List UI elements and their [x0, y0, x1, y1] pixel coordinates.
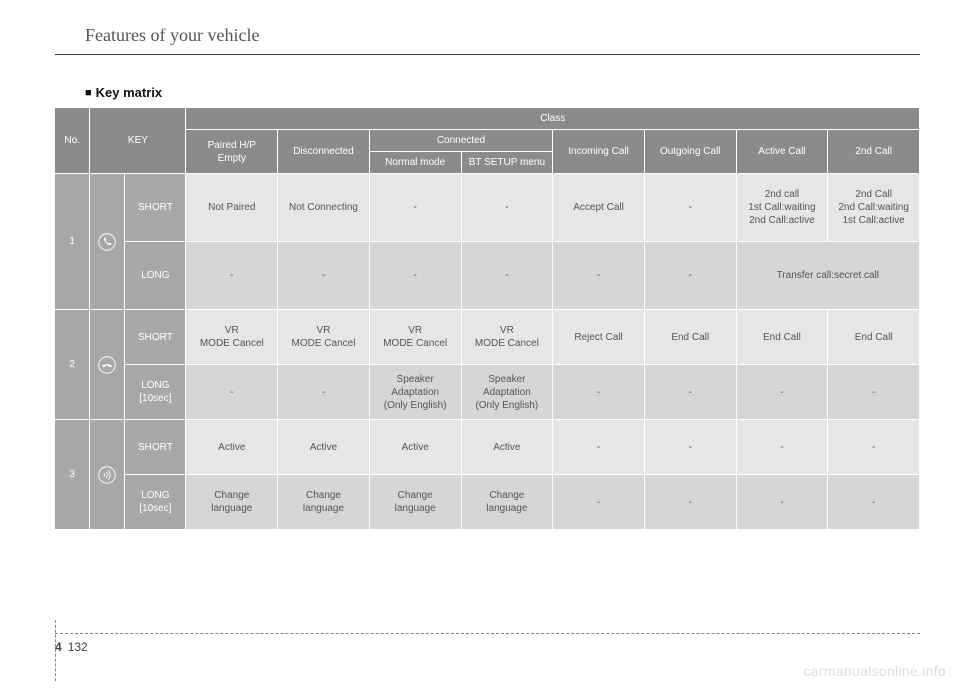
- chapter-number: 4: [55, 640, 62, 654]
- th-normal: Normal mode: [369, 152, 461, 174]
- matrix-cell: -: [369, 242, 461, 310]
- press-type-label: SHORT: [125, 420, 186, 475]
- page-header-title: Features of your vehicle: [85, 25, 920, 46]
- header-rule: [55, 54, 920, 55]
- press-type-label: LONG[10sec]: [125, 365, 186, 420]
- matrix-cell: -: [186, 365, 278, 420]
- th-btsetup: BT SETUP menu: [461, 152, 553, 174]
- matrix-cell: -: [186, 242, 278, 310]
- matrix-cell: End Call: [644, 310, 736, 365]
- hangup-icon: [90, 310, 125, 420]
- th-second: 2nd Call: [828, 130, 920, 174]
- matrix-cell: -: [644, 174, 736, 242]
- footer-rule: [55, 633, 920, 634]
- th-incoming: Incoming Call: [553, 130, 645, 174]
- watermark: carmanualsonline.info: [804, 663, 947, 679]
- matrix-cell: -: [278, 242, 370, 310]
- binding-dots: [55, 620, 56, 681]
- matrix-cell: -: [736, 365, 828, 420]
- th-no: No.: [55, 108, 90, 174]
- matrix-cell: Accept Call: [553, 174, 645, 242]
- matrix-cell: Active: [186, 420, 278, 475]
- th-class: Class: [186, 108, 920, 130]
- matrix-cell: Transfer call:secret call: [736, 242, 919, 310]
- th-key: KEY: [90, 108, 186, 174]
- matrix-cell: -: [461, 174, 553, 242]
- voice-icon: [90, 420, 125, 530]
- matrix-cell: VRMODE Cancel: [369, 310, 461, 365]
- matrix-cell: Not Paired: [186, 174, 278, 242]
- matrix-cell: Changelanguage: [186, 475, 278, 530]
- matrix-cell: End Call: [828, 310, 920, 365]
- matrix-cell: -: [644, 420, 736, 475]
- matrix-cell: Not Connecting: [278, 174, 370, 242]
- th-outgoing: Outgoing Call: [644, 130, 736, 174]
- matrix-cell: Changelanguage: [369, 475, 461, 530]
- subheading-marker: ■: [85, 87, 92, 99]
- matrix-cell: End Call: [736, 310, 828, 365]
- matrix-cell: -: [369, 174, 461, 242]
- page-number: 4 132: [55, 640, 920, 654]
- matrix-cell: Changelanguage: [278, 475, 370, 530]
- key-matrix-table: No. KEY Class Paired H/PEmpty Disconnect…: [55, 108, 920, 530]
- press-type-label: SHORT: [125, 174, 186, 242]
- matrix-cell: VRMODE Cancel: [461, 310, 553, 365]
- matrix-cell: Reject Call: [553, 310, 645, 365]
- th-active: Active Call: [736, 130, 828, 174]
- press-type-label: LONG[10sec]: [125, 475, 186, 530]
- matrix-cell: -: [644, 365, 736, 420]
- page-footer: 4 132: [55, 633, 920, 654]
- matrix-cell: VRMODE Cancel: [186, 310, 278, 365]
- matrix-cell: -: [828, 475, 920, 530]
- subheading-text: Key matrix: [96, 85, 162, 100]
- matrix-cell: 2nd call1st Call:waiting2nd Call:active: [736, 174, 828, 242]
- matrix-cell: 2nd Call2nd Call:waiting1st Call:active: [828, 174, 920, 242]
- matrix-cell: -: [278, 365, 370, 420]
- row-no: 2: [55, 310, 90, 420]
- matrix-cell: -: [553, 475, 645, 530]
- matrix-cell: Active: [461, 420, 553, 475]
- th-paired: Paired H/PEmpty: [186, 130, 278, 174]
- row-no: 3: [55, 420, 90, 530]
- matrix-cell: -: [828, 365, 920, 420]
- matrix-cell: -: [644, 475, 736, 530]
- matrix-cell: -: [736, 475, 828, 530]
- matrix-cell: VRMODE Cancel: [278, 310, 370, 365]
- matrix-cell: Changelanguage: [461, 475, 553, 530]
- matrix-cell: SpeakerAdaptation(Only English): [369, 365, 461, 420]
- press-type-label: SHORT: [125, 310, 186, 365]
- th-connected: Connected: [369, 130, 552, 152]
- matrix-cell: Active: [369, 420, 461, 475]
- press-type-label: LONG: [125, 242, 186, 310]
- page-number-value: 132: [68, 640, 88, 654]
- matrix-cell: Active: [278, 420, 370, 475]
- matrix-cell: -: [828, 420, 920, 475]
- matrix-cell: SpeakerAdaptation(Only English): [461, 365, 553, 420]
- matrix-cell: -: [553, 420, 645, 475]
- matrix-cell: -: [461, 242, 553, 310]
- row-no: 1: [55, 174, 90, 310]
- th-disconnected: Disconnected: [278, 130, 370, 174]
- matrix-cell: -: [553, 242, 645, 310]
- matrix-cell: -: [736, 420, 828, 475]
- matrix-cell: -: [553, 365, 645, 420]
- section-subheading: ■ Key matrix: [85, 85, 920, 100]
- matrix-cell: -: [644, 242, 736, 310]
- phone-icon: [90, 174, 125, 310]
